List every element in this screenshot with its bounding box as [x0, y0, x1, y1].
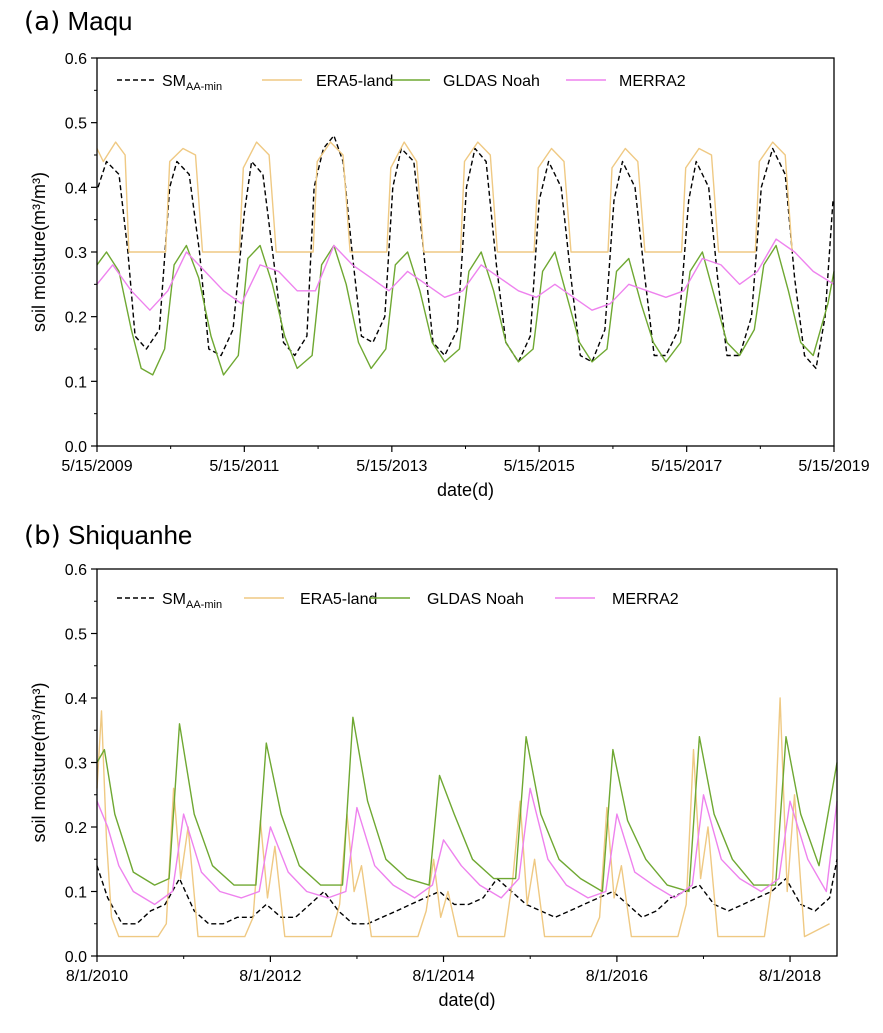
x-axis-title: date(d) — [438, 990, 495, 1010]
panel-label: (a) — [24, 7, 61, 37]
line-chart-shiquanhe: 0.0 0.1 0.2 0.3 0.4 0.5 0.6 8/1/2010 8/1/2012 8/1… — [29, 562, 838, 1010]
legend-entry-label: GLDAS Noah — [443, 73, 540, 90]
series-line-merra2 — [96, 238, 835, 311]
series-line-sm-aa-min — [96, 859, 838, 925]
legend-entry-label: ERA5-land — [300, 591, 377, 608]
x-tick-label: 8/1/2016 — [586, 968, 648, 985]
x-tick-label: 5/15/2013 — [356, 458, 427, 475]
x-tick-label: 5/15/2011 — [209, 458, 279, 475]
chart-panel-maqu: (a) Maqu 0.0 0.1 0.2 0.3 0.4 0.5 0.6 5/15/2009 5… — [0, 0, 883, 514]
y-tick-label: 0.6 — [65, 51, 87, 68]
series-line-merra2 — [96, 787, 838, 906]
y-tick-label: 0.5 — [65, 116, 87, 133]
y-axis-title: soil moisture(m³/m³) — [29, 683, 49, 843]
y-tick-label: 0.4 — [65, 180, 87, 197]
legend-entry-label: MERRA2 — [612, 591, 679, 608]
series-line-gldas-noah — [96, 716, 838, 893]
x-tick-label: 8/1/2010 — [66, 968, 128, 985]
series-line-era5-land — [96, 141, 793, 253]
y-axis-title: soil moisture(m³/m³) — [29, 172, 49, 332]
x-tick-label: 8/1/2012 — [239, 968, 301, 985]
legend-entry-label: SMAA-min — [162, 73, 222, 93]
x-tick-label: 5/15/2015 — [504, 458, 575, 475]
panel-site-name: Maqu — [67, 6, 133, 36]
panel-label: (b) — [24, 521, 61, 551]
x-tick-label: 5/15/2017 — [651, 458, 722, 475]
y-tick-label: 0.0 — [65, 439, 87, 456]
series-line-era5-land — [96, 697, 830, 938]
line-chart-maqu: 0.0 0.1 0.2 0.3 0.4 0.5 0.6 5/15/2009 5/15/2011 5… — [29, 51, 870, 500]
chart-panel-shiquanhe: (b) Shiquanhe 0.0 0.1 0.2 0.3 0.4 0.5 0.6 8/1/2… — [0, 514, 883, 1028]
x-tick-label: 5/15/2009 — [61, 458, 132, 475]
panel-title: (a) Maqu — [24, 6, 133, 37]
plot-frame — [96, 568, 838, 957]
y-tick-label: 0.2 — [65, 820, 87, 837]
series-line-sm-aa-min — [97, 134, 834, 370]
y-tick-label: 0.3 — [65, 756, 87, 773]
y-tick-label: 0.4 — [65, 691, 87, 708]
y-tick-label: 0.1 — [65, 374, 87, 391]
y-tick-label: 0.1 — [65, 885, 87, 902]
y-tick-label: 0.6 — [65, 562, 87, 579]
y-tick-label: 0.0 — [65, 949, 87, 966]
y-tick-label: 0.5 — [65, 627, 87, 644]
panel-site-name: Shiquanhe — [68, 520, 193, 550]
y-tick-label: 0.2 — [65, 310, 87, 327]
y-tick-label: 0.3 — [65, 245, 87, 262]
legend-entry-label: SMAA-min — [162, 591, 222, 611]
legend-entry-label: ERA5-land — [316, 73, 393, 90]
x-tick-label: 5/15/2019 — [798, 458, 869, 475]
panel-title: (b) Shiquanhe — [24, 520, 192, 551]
x-tick-label: 8/1/2014 — [412, 968, 474, 985]
series-line-gldas-noah — [96, 244, 835, 376]
x-axis-title: date(d) — [437, 480, 494, 500]
legend-entry-label: MERRA2 — [619, 73, 686, 90]
legend-entry-label: GLDAS Noah — [427, 591, 524, 608]
x-tick-label: 8/1/2018 — [759, 968, 821, 985]
